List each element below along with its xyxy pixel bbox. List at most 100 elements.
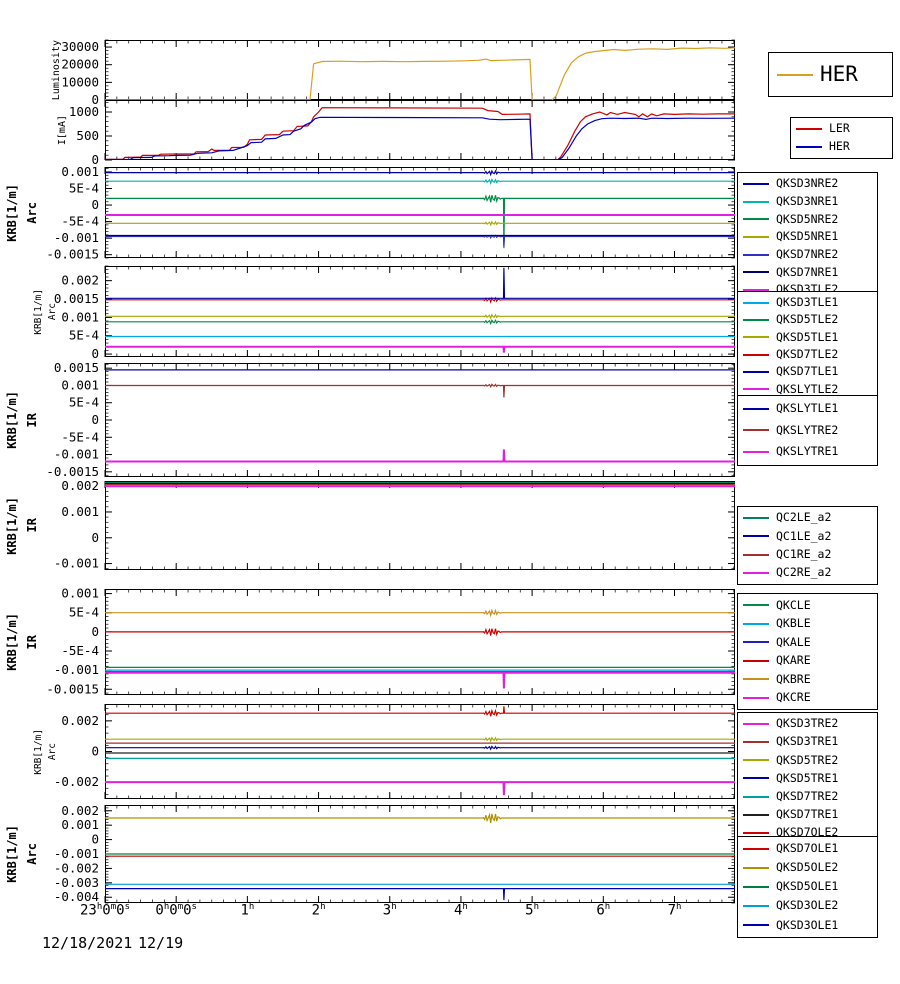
panel-2-plot: 0 500 1000 [69,100,735,167]
panel-3-axis-title: KRB[1/m] [5,183,19,242]
legend-line-swatch [743,678,769,681]
y-tick-label: 0.001 [61,586,99,601]
panel-1-plot: 0 10000 20000 30000 [61,39,735,107]
legend-panel-4: QKSD3TLE1 QKSD5TLE2 QKSD5TLE1 QKSD7TLE2 QKSD… [737,291,878,401]
legend-label: QKSD3NRE1 [776,193,839,208]
legend-item-QKSD5TRE1: QKSD5TRE1 [743,772,872,785]
legend-label: QKARE [776,653,811,667]
legend-label: QKBLE [776,616,811,630]
legend-item-QC2RE_a2: QC2RE_a2 [743,567,872,579]
legend-line-swatch [743,370,769,373]
legend-label: QKSD3TRE2 [776,716,839,731]
y-tick-label: 30000 [61,39,99,54]
legend-label: QKSD5TLE1 [776,329,839,344]
series-QKSLYTLE2 [105,345,735,353]
legend-label: HER [820,62,858,86]
legend-label: QKSD7TRE1 [776,807,839,822]
series-QKBRE [105,608,735,618]
y-tick-label: 0.001 [61,309,99,324]
legend-item-QKSD5TLE1: QKSD5TLE1 [743,329,872,344]
legend-item-QKSD3OLE1: QKSD3OLE1 [743,919,872,932]
legend-panel-1: HER [768,52,893,97]
series-QKSLYTRE1 [105,449,735,463]
series-QKSD5TLE2 [105,318,735,326]
series-QKSD3NRE1 [105,178,735,185]
legend-item-HER: HER [796,141,887,153]
legend-item-HER: HER [777,64,884,85]
legend-line-swatch [743,604,769,607]
legend-item-QKSLYTLE1: QKSLYTLE1 [743,403,872,415]
legend-label: QKCRE [776,690,811,704]
legend-line-swatch [743,813,769,816]
legend-label: QC2RE_a2 [776,565,832,580]
legend-line-swatch [743,659,769,662]
plot-frame [105,100,735,160]
legend-label: QKSLYTLE2 [776,381,839,396]
series-QKSD5TRE2 [105,736,735,743]
legend-label: QKSD3TLE1 [776,294,839,309]
legend-line-swatch [743,235,769,238]
legend-label: QKSLYTRE2 [776,422,839,437]
legend-item-QKSD7NRE2: QKSD7NRE2 [743,246,872,261]
series-QKSD5OLE2 [105,812,735,823]
panel-9-axis-title: KRB[1/m] [5,825,19,883]
panel-7-axis-title: KRB[1/m] [5,613,19,671]
legend-line-swatch [743,388,769,391]
legend-item-QKBLE: QKBLE [743,616,872,630]
legend-item-QKSD7NRE1: QKSD7NRE1 [743,266,872,279]
legend-label: QKSD5TRE2 [776,752,839,767]
series-QKSD5TRE1 [105,745,735,751]
y-tick-label: -0.001 [54,846,99,861]
legend-item-QC1RE_a2: QC1RE_a2 [743,548,872,561]
series-QKARE [105,627,735,637]
legend-label: HER [829,139,850,154]
panel-7-axis-title: IR [25,634,39,650]
legend-label: QKSD7NRE2 [776,246,839,261]
legend-line-swatch [743,253,769,256]
legend-item-QKSD5OLE2: QKSD5OLE2 [743,862,872,874]
y-tick-label: 0.001 [61,817,99,832]
series-QKSD5NRE1 [105,220,735,227]
y-tick-label: 1000 [69,104,99,119]
series-QKCRE [105,671,735,689]
plot-frame [105,266,735,357]
legend-item-QKSD3TRE1: QKSD3TRE1 [743,736,872,748]
legend-label: QKSD3TRE1 [776,734,839,749]
legend-label: QKSD5OLE1 [776,879,839,894]
legend-item-QKSD5NRE2: QKSD5NRE2 [743,213,872,226]
legend-item-QKSLYTRE1: QKSLYTRE1 [743,446,872,458]
y-tick-label: -5E-4 [61,643,99,658]
legend-label: QKSLYTLE1 [776,401,839,416]
y-tick-label: 0 [91,412,99,427]
panel-5-axis-title: KRB[1/m] [5,391,19,449]
legend-line-swatch [796,128,822,130]
legend-line-swatch [796,146,822,148]
legend-line-swatch [743,795,769,798]
legend-item-QKBRE: QKBRE [743,673,872,686]
y-tick-label: 0 [91,832,99,847]
plot-frame [105,40,735,100]
legend-label: QC1LE_a2 [776,528,832,543]
y-tick-label: 0 [91,152,99,167]
legend-panel-2: LER HER [790,117,893,159]
legend-item-QKSD3TLE2: QKSD3TLE2 [743,284,872,296]
panel-7-plot: -0.0015 -0.001 -5E-4 0 5E-4 0.001 [46,586,735,696]
x-tick-label: 3h [382,902,397,919]
date-label-next-day: 12/19 [138,934,184,952]
panel-4-axis-title: Arc [46,302,58,321]
series-HER [105,116,735,160]
y-tick-label: 10000 [61,74,99,89]
legend-item-QKSD3NRE2: QKSD3NRE2 [743,178,872,190]
y-tick-label: -5E-4 [61,214,99,229]
legend-line-swatch [743,866,769,869]
legend-label: QKSD7OLE2 [776,825,839,840]
panel-6-plot: -0.001 0 0.001 0.002 [54,478,735,571]
series-QKSD3OLE1 [105,887,735,901]
legend-line-swatch [743,289,769,292]
series-QKSLYTRE2 [105,383,735,398]
series-QKSD5NRE2 [105,194,735,249]
y-tick-label: -0.004 [54,889,99,904]
legend-item-QKSD7OLE2: QKSD7OLE2 [743,827,872,839]
x-tick-label: 7h [667,902,682,919]
